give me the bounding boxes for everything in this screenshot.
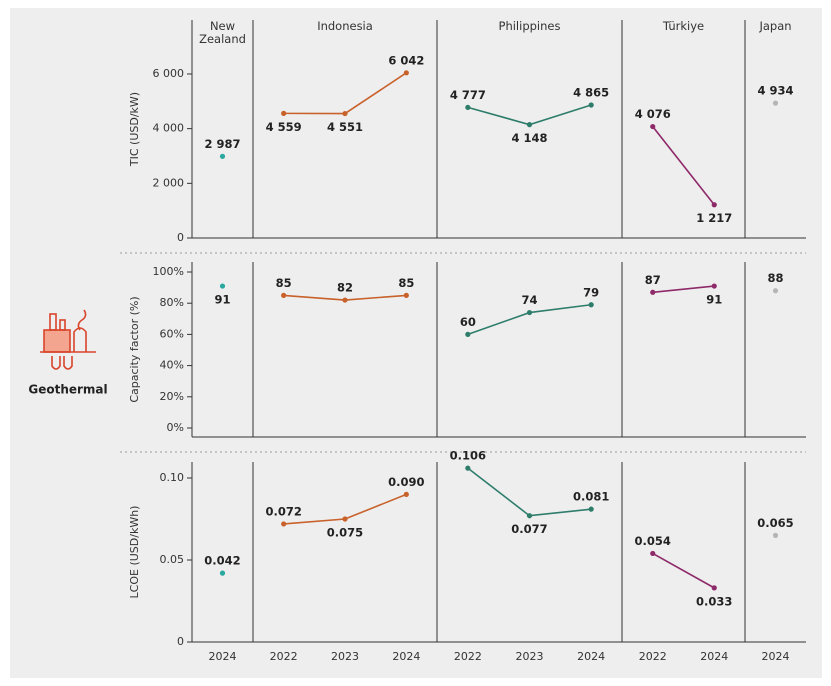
column-header: Japan [759,19,792,33]
data-label: 74 [521,293,537,307]
data-label: 82 [337,281,353,295]
column-header: Philippines [498,19,561,33]
data-label: 4 076 [635,107,671,121]
data-point [219,153,226,159]
data-label: 91 [706,293,722,307]
y-tick-label: 0 [177,231,184,244]
y-tick-label: 0.05 [160,553,185,566]
y-tick-label: 0% [167,421,184,434]
data-point [650,550,656,557]
x-tick-label: 2023 [331,650,359,663]
y-tick-label: 80% [160,296,184,309]
data-label: 60 [460,315,476,329]
data-label: 4 551 [327,120,363,134]
data-point [711,585,717,591]
x-tick-label: 2024 [762,650,790,663]
data-point [403,292,409,298]
data-label: 85 [398,276,414,290]
technology-label: Geothermal [28,383,107,397]
data-label: 4 148 [511,131,547,145]
data-label: 88 [767,271,783,285]
geothermal-icon [40,309,96,370]
data-label: 79 [583,285,599,299]
data-point [281,292,287,298]
data-point [526,122,533,128]
data-point [588,302,594,308]
data-point [650,123,656,130]
data-label: 0.077 [511,522,547,536]
data-point [281,521,287,527]
data-label: 0.065 [757,516,793,530]
series-line [652,552,715,589]
x-tick-label: 2024 [209,650,237,663]
y-tick-label: 4 000 [153,122,185,135]
x-tick-label: 2024 [577,650,605,663]
data-point [588,506,594,512]
data-point [772,532,779,539]
data-point [465,331,471,337]
data-label: 4 934 [757,84,793,98]
data-label: 1 217 [696,211,732,225]
y-tick-label: 60% [160,327,184,340]
column-header: Indonesia [317,19,373,33]
x-tick-label: 2024 [700,650,728,663]
column-header: Türkiye [662,19,705,33]
data-label: 91 [214,293,230,307]
y-axis-title: LCOE (USD/kWh) [128,506,141,599]
data-point [711,202,717,208]
data-label: 2 987 [204,137,240,151]
x-tick-label: 2022 [454,650,482,663]
data-point [526,513,533,519]
x-tick-label: 2022 [639,650,667,663]
y-tick-label: 20% [160,390,184,403]
data-label: 0.054 [635,534,671,548]
data-point [403,491,409,497]
data-point [281,110,287,116]
data-point [465,465,471,471]
y-tick-label: 2 000 [153,176,185,189]
data-label: 87 [645,273,661,287]
y-axis-title: TIC (USD/kW) [128,92,141,167]
column-header: New Zealand [199,19,246,46]
data-point [219,570,226,576]
y-tick-label: 40% [160,359,184,372]
panel-background [10,8,822,678]
data-point [465,104,471,111]
data-point [588,102,594,108]
data-label: 0.075 [327,526,363,540]
y-tick-label: 6 000 [153,67,185,80]
data-label: 6 042 [388,53,424,67]
data-point [403,70,409,76]
y-axis-title: Capacity factor (%) [128,296,141,402]
data-point [650,289,656,295]
data-point [342,516,348,522]
data-label: 0.090 [388,475,424,489]
data-label: 0.106 [450,449,486,463]
x-tick-label: 2023 [516,650,544,663]
y-tick-label: 0 [177,635,184,648]
data-label: 0.033 [696,594,732,608]
data-label: 4 865 [573,86,609,100]
data-point [342,297,348,303]
data-label: 4 777 [450,88,486,102]
data-label: 85 [276,276,292,290]
data-point [526,309,533,316]
data-point [772,288,779,294]
data-point [711,283,717,289]
data-label: 0.072 [265,504,301,518]
data-point [219,283,226,289]
x-tick-label: 2022 [270,650,298,663]
y-tick-label: 100% [153,265,184,278]
x-tick-label: 2024 [392,650,420,663]
data-label: 0.081 [573,490,609,504]
data-label: 4 559 [266,120,302,134]
data-point [772,100,779,106]
data-label: 0.042 [204,554,240,568]
series-line [652,126,715,206]
y-tick-label: 0.10 [160,471,185,484]
data-point [342,110,348,117]
series-line [652,285,715,294]
